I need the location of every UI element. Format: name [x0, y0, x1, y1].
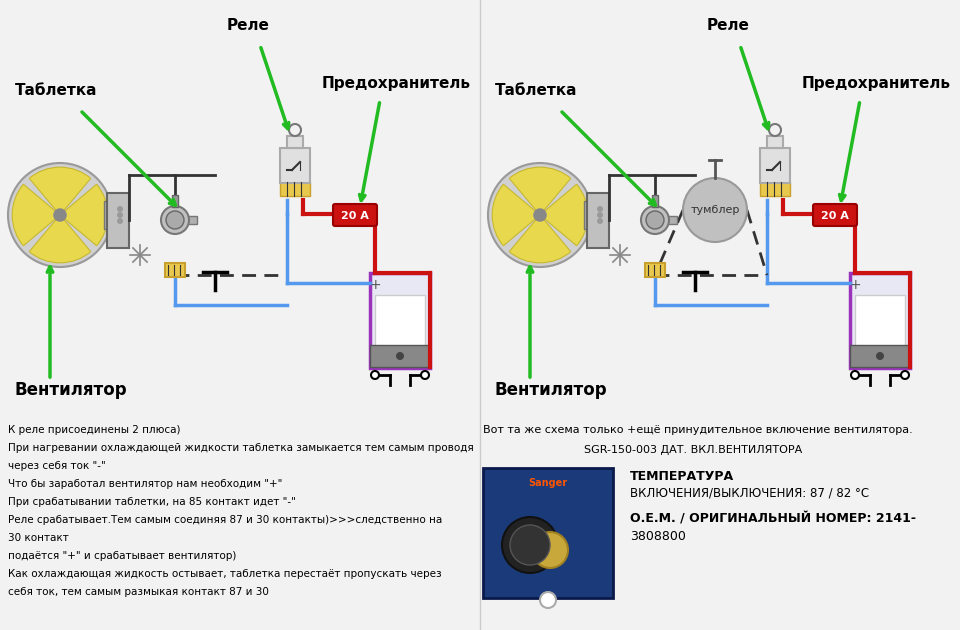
Bar [584, 201, 606, 229]
Bar [370, 345, 430, 367]
Wedge shape [12, 184, 60, 246]
Text: ТЕМПЕРАТУРА: ТЕМПЕРАТУРА [630, 470, 734, 483]
Bar [645, 263, 665, 277]
Bar [280, 182, 310, 196]
Bar [165, 263, 185, 277]
Circle shape [510, 525, 550, 565]
Text: К реле присоединены 2 плюса): К реле присоединены 2 плюса) [8, 425, 180, 435]
Text: 20 А: 20 А [821, 211, 849, 221]
Text: через себя ток "-": через себя ток "-" [8, 461, 106, 471]
Circle shape [421, 371, 429, 379]
Bar [107, 193, 129, 248]
Wedge shape [509, 167, 571, 215]
Circle shape [533, 209, 547, 222]
Text: тумблер: тумблер [690, 205, 740, 215]
Wedge shape [540, 184, 588, 246]
Circle shape [289, 124, 301, 136]
Bar [287, 136, 303, 148]
Bar [172, 195, 178, 207]
Bar [655, 216, 677, 224]
Text: 3808800: 3808800 [630, 530, 685, 543]
Circle shape [641, 206, 669, 234]
Text: Реле: Реле [227, 18, 270, 33]
Text: Вот та же схема только +ещё принудительное включение вентилятора.: Вот та же схема только +ещё принудительн… [483, 425, 913, 435]
Circle shape [597, 218, 603, 224]
Text: подаётся "+" и срабатывает вентилятор): подаётся "+" и срабатывает вентилятор) [8, 551, 236, 561]
Circle shape [851, 371, 859, 379]
Bar [104, 201, 126, 229]
Wedge shape [492, 184, 540, 246]
Circle shape [53, 209, 67, 222]
Circle shape [876, 352, 884, 360]
Text: Реле: Реле [707, 18, 750, 33]
Bar [760, 182, 790, 196]
Circle shape [396, 352, 404, 360]
Bar [850, 345, 910, 367]
Circle shape [901, 371, 909, 379]
Text: Предохранитель: Предохранитель [802, 76, 951, 91]
Circle shape [117, 206, 123, 212]
FancyBboxPatch shape [333, 204, 377, 226]
Bar [767, 136, 783, 148]
Circle shape [646, 211, 664, 229]
Bar [370, 273, 430, 368]
Bar [850, 273, 910, 368]
Text: +: + [850, 278, 861, 292]
Text: 30 контакт: 30 контакт [8, 533, 69, 543]
Circle shape [488, 163, 592, 267]
Text: себя ток, тем самым размыкая контакт 87 и 30: себя ток, тем самым размыкая контакт 87 … [8, 587, 269, 597]
Circle shape [597, 212, 603, 218]
Circle shape [8, 163, 112, 267]
Circle shape [540, 592, 556, 608]
Circle shape [502, 517, 558, 573]
Circle shape [597, 206, 603, 212]
Text: Вентилятор: Вентилятор [15, 381, 128, 399]
Wedge shape [509, 215, 571, 263]
FancyBboxPatch shape [483, 468, 613, 598]
Circle shape [117, 218, 123, 224]
Text: Sanger: Sanger [528, 478, 567, 488]
Circle shape [532, 532, 568, 568]
Bar [760, 148, 790, 183]
Text: Реле срабатывает.Тем самым соединяя 87 и 30 контакты)>>>следственно на: Реле срабатывает.Тем самым соединяя 87 и… [8, 515, 443, 525]
Text: Таблетка: Таблетка [15, 83, 98, 98]
Text: Что бы заработал вентилятор нам необходим "+": Что бы заработал вентилятор нам необходи… [8, 479, 282, 489]
Text: ВКЛЮЧЕНИЯ/ВЫКЛЮЧЕНИЯ: 87 / 82 °С: ВКЛЮЧЕНИЯ/ВЫКЛЮЧЕНИЯ: 87 / 82 °С [630, 487, 869, 500]
FancyBboxPatch shape [813, 204, 857, 226]
Bar [855, 295, 905, 355]
Text: 20 А: 20 А [341, 211, 369, 221]
Text: Как охлаждающая жидкость остывает, таблетка перестаёт пропускать через: Как охлаждающая жидкость остывает, табле… [8, 569, 442, 579]
Bar [375, 295, 425, 355]
Bar [587, 193, 609, 248]
Text: При срабатывании таблетки, на 85 контакт идет "-": При срабатывании таблетки, на 85 контакт… [8, 497, 296, 507]
Wedge shape [29, 167, 91, 215]
Circle shape [117, 212, 123, 218]
Text: SGR-150-003 ДАТ. ВКЛ.ВЕНТИЛЯТОРА: SGR-150-003 ДАТ. ВКЛ.ВЕНТИЛЯТОРА [570, 445, 803, 455]
Text: Таблетка: Таблетка [495, 83, 578, 98]
Text: При нагревании охлаждающей жидкости таблетка замыкается тем самым проводя: При нагревании охлаждающей жидкости табл… [8, 443, 473, 453]
Wedge shape [60, 184, 108, 246]
Circle shape [161, 206, 189, 234]
Circle shape [166, 211, 184, 229]
Text: +: + [370, 278, 381, 292]
Wedge shape [29, 215, 91, 263]
Circle shape [683, 178, 747, 242]
Circle shape [769, 124, 781, 136]
Bar [175, 216, 197, 224]
Text: Предохранитель: Предохранитель [322, 76, 471, 91]
Bar [280, 148, 310, 183]
Text: О.Е.М. / ОРИГИНАЛЬНЫЙ НОМЕР: 2141-: О.Е.М. / ОРИГИНАЛЬНЫЙ НОМЕР: 2141- [630, 512, 916, 525]
Bar [652, 195, 658, 207]
Circle shape [371, 371, 379, 379]
Text: Вентилятор: Вентилятор [495, 381, 608, 399]
